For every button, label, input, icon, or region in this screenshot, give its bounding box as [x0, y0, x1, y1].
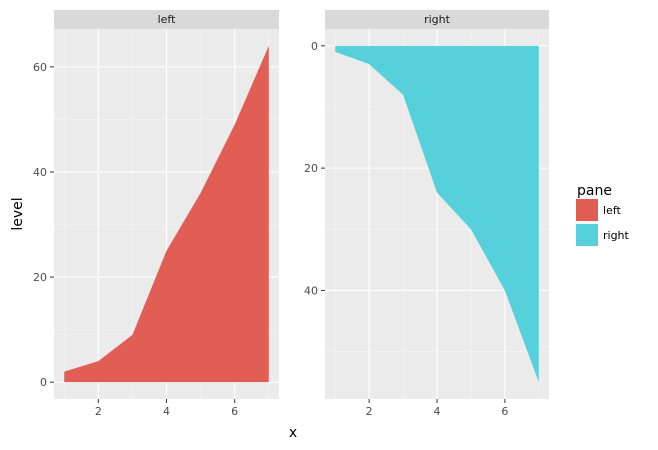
x-tick-label: 4: [434, 405, 441, 418]
y-tick-label: 60: [33, 61, 47, 74]
area-right: [335, 45, 539, 383]
strip-label-right: right: [424, 13, 451, 26]
legend-key-left: [576, 199, 598, 221]
area-left: [64, 45, 269, 383]
x-tick-label: 6: [231, 405, 238, 418]
y-tick-label: 40: [304, 284, 318, 297]
y-tick-label: 40: [33, 166, 47, 179]
legend-label-right: right: [603, 229, 630, 242]
legend: pane left right: [576, 183, 630, 246]
y-tick-label: 20: [304, 162, 318, 175]
y-tick-label: 0: [40, 376, 47, 389]
y-tick-label: 0: [311, 40, 318, 53]
x-tick-label: 2: [95, 405, 102, 418]
legend-title: pane: [577, 183, 612, 199]
strip-left: [54, 10, 279, 29]
legend-label-left: left: [603, 204, 622, 217]
panel-right: right 2 4 6 0 20 40: [304, 10, 549, 418]
x-tick-label: 2: [366, 405, 373, 418]
x-tick-label: 6: [501, 405, 508, 418]
x-tick-label: 4: [163, 405, 170, 418]
y-tick-label: 20: [33, 271, 47, 284]
strip-right: [325, 10, 549, 29]
x-axis-title: x: [289, 425, 297, 441]
legend-key-right: [576, 224, 598, 246]
strip-label-left: left: [158, 13, 177, 26]
y-axis-title: level: [10, 197, 26, 230]
